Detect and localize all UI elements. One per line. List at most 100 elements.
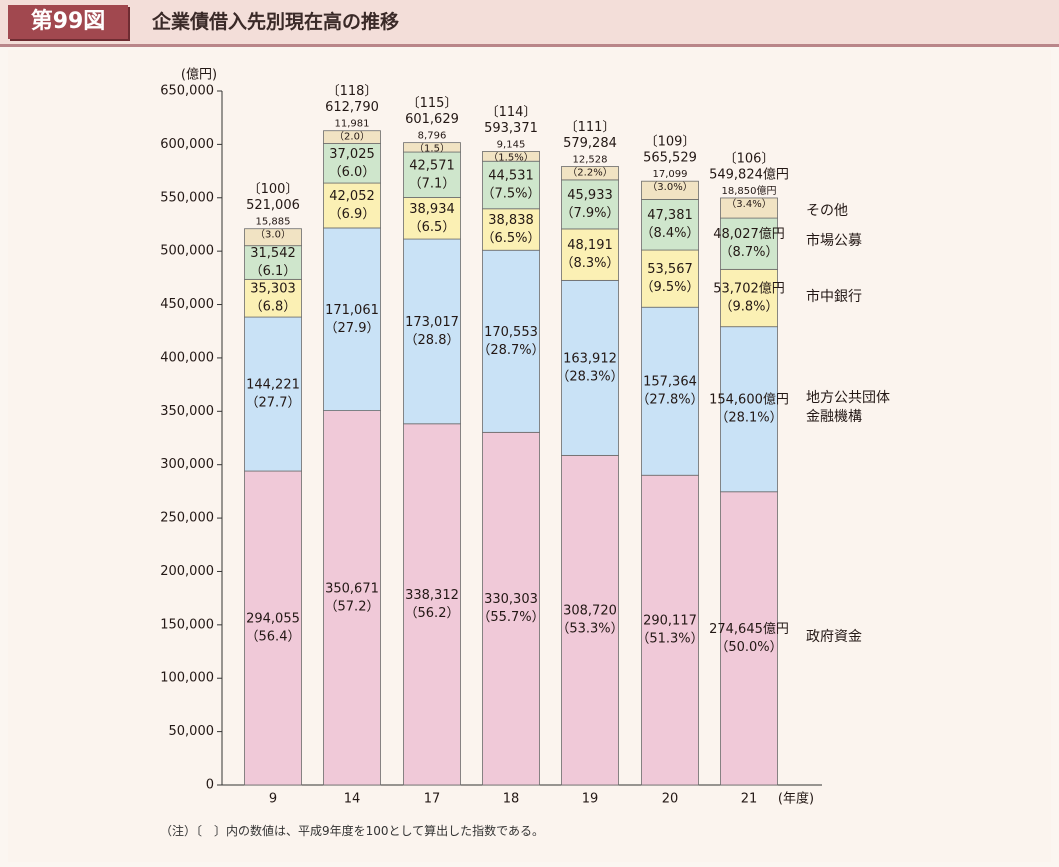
y-tick-label: 400,000 xyxy=(160,350,214,365)
data-label-value: 31,542 xyxy=(250,246,296,261)
bar-segment xyxy=(561,454,619,786)
data-label-pct: （53.3%） xyxy=(556,622,623,637)
data-label-value-small: 17,099 xyxy=(653,169,688,180)
data-label-value: 338,312 xyxy=(405,588,459,603)
bar-segment xyxy=(244,316,302,472)
y-tick-label: 0 xyxy=(206,778,214,793)
y-tick-label: 600,000 xyxy=(160,137,214,152)
y-tick-label: 150,000 xyxy=(160,617,214,632)
legend-label: 金融機構 xyxy=(806,409,862,425)
data-label-pct: （28.1%） xyxy=(715,411,782,426)
data-label-value: 42,052 xyxy=(329,189,375,204)
data-label-pct: （8.3%） xyxy=(560,256,619,271)
data-label-value: 274,645億円 xyxy=(709,621,789,637)
y-tick-label: 300,000 xyxy=(160,457,214,472)
y-axis-label: (億円) xyxy=(181,67,217,83)
bar-segment xyxy=(641,306,699,476)
bar-segment xyxy=(720,197,778,219)
data-label-value: 35,303 xyxy=(250,282,296,297)
bar-segment xyxy=(403,197,461,240)
index-label: 〔115〕 xyxy=(407,96,458,111)
data-label-pct: （55.7%） xyxy=(477,610,544,625)
bar-segment xyxy=(323,410,381,786)
data-label-pct: （57.2） xyxy=(325,599,380,614)
bar-segment xyxy=(482,431,540,786)
bar-segment xyxy=(561,166,619,181)
x-tick-label: 21 xyxy=(741,792,758,807)
index-label: 〔111〕 xyxy=(565,120,616,135)
total-label: 612,790 xyxy=(325,100,379,115)
legend-label: 地方公共団体 xyxy=(806,390,890,406)
figure-title: 企業債借入先別現在高の推移 xyxy=(152,11,400,33)
data-label-pct: （27.9） xyxy=(325,321,380,336)
bar-segment xyxy=(720,491,778,786)
y-tick-label: 50,000 xyxy=(169,724,215,739)
data-label-pct: （7.5%） xyxy=(481,187,540,202)
data-label-pct: （6.9） xyxy=(329,207,376,222)
y-tick-label: 450,000 xyxy=(160,297,214,312)
bar-segment xyxy=(641,180,699,200)
data-label-pct: （6.1） xyxy=(250,264,297,279)
bar-segment xyxy=(403,151,461,198)
data-label-pct-small: （3.4%） xyxy=(726,198,771,210)
data-label-pct: （8.7%） xyxy=(719,245,778,260)
x-tick-label: 17 xyxy=(424,792,441,807)
y-tick-label: 100,000 xyxy=(160,671,214,686)
data-label-value-small: 9,145 xyxy=(497,139,526,150)
data-label-value: 44,531 xyxy=(488,169,534,184)
data-label-value: 294,055 xyxy=(246,612,300,627)
data-label-pct: （28.7%） xyxy=(477,343,544,358)
data-label-value: 144,221 xyxy=(246,378,300,393)
data-label-pct: （27.7） xyxy=(246,396,301,411)
data-label-value-small: 18,850億円 xyxy=(722,184,777,197)
data-label-pct-small: （3.0%） xyxy=(647,181,692,193)
data-label-pct: （9.8%） xyxy=(719,300,778,315)
total-label: 565,529 xyxy=(643,151,697,166)
data-label-pct-small: （3.0） xyxy=(255,229,291,241)
data-label-value: 170,553 xyxy=(484,325,538,340)
data-label-value: 38,838 xyxy=(488,213,534,228)
figure-header: 第99図 企業債借入先別現在高の推移 xyxy=(0,0,1059,47)
index-label: 〔118〕 xyxy=(327,84,378,99)
data-label-value: 154,600億円 xyxy=(709,392,789,408)
bar-segment xyxy=(244,470,302,786)
bar-segment xyxy=(720,268,778,328)
data-label-value: 37,025 xyxy=(329,147,375,162)
bar-segment xyxy=(641,474,699,786)
bar-segment xyxy=(482,151,540,162)
data-label-pct-small: （1.5） xyxy=(414,143,450,155)
data-label-pct: （28.8） xyxy=(405,333,460,348)
data-label-pct: （7.9%） xyxy=(560,206,619,221)
legend-label: 市場公募 xyxy=(806,232,862,249)
index-label: 〔106〕 xyxy=(724,151,775,166)
data-label-pct: （56.4） xyxy=(246,630,301,645)
data-label-pct: （6.5） xyxy=(409,220,456,235)
legend-label: その他 xyxy=(806,203,848,219)
bar-segment xyxy=(641,249,699,308)
x-tick-label: 18 xyxy=(503,792,520,807)
data-label-pct-small: （1.5%） xyxy=(488,151,533,163)
data-label-value: 163,912 xyxy=(563,351,617,366)
index-label: 〔109〕 xyxy=(645,135,696,150)
bar-segment xyxy=(323,182,381,229)
x-axis-label: (年度) xyxy=(778,791,814,807)
data-label-pct: （50.0%） xyxy=(715,640,782,655)
data-label-pct-small: （2.2%） xyxy=(567,167,612,179)
total-label: 549,824億円 xyxy=(709,166,789,182)
data-label-value: 350,671 xyxy=(325,581,379,596)
data-label-value: 171,061 xyxy=(325,303,379,318)
data-label-pct: （56.2） xyxy=(405,606,460,621)
data-label-pct: （6.5%） xyxy=(481,231,540,246)
bar-segment xyxy=(561,179,619,230)
bar-segment xyxy=(323,143,381,184)
index-label: 〔100〕 xyxy=(248,182,299,197)
y-tick-label: 200,000 xyxy=(160,564,214,579)
bar-segment xyxy=(720,326,778,493)
data-label-pct: （28.3%） xyxy=(556,369,623,384)
bar-segment xyxy=(482,208,540,251)
data-label-value: 48,191 xyxy=(567,238,613,253)
y-tick-label: 350,000 xyxy=(160,404,214,419)
bar-segment xyxy=(720,217,778,270)
data-label-pct: （27.8%） xyxy=(636,393,703,408)
